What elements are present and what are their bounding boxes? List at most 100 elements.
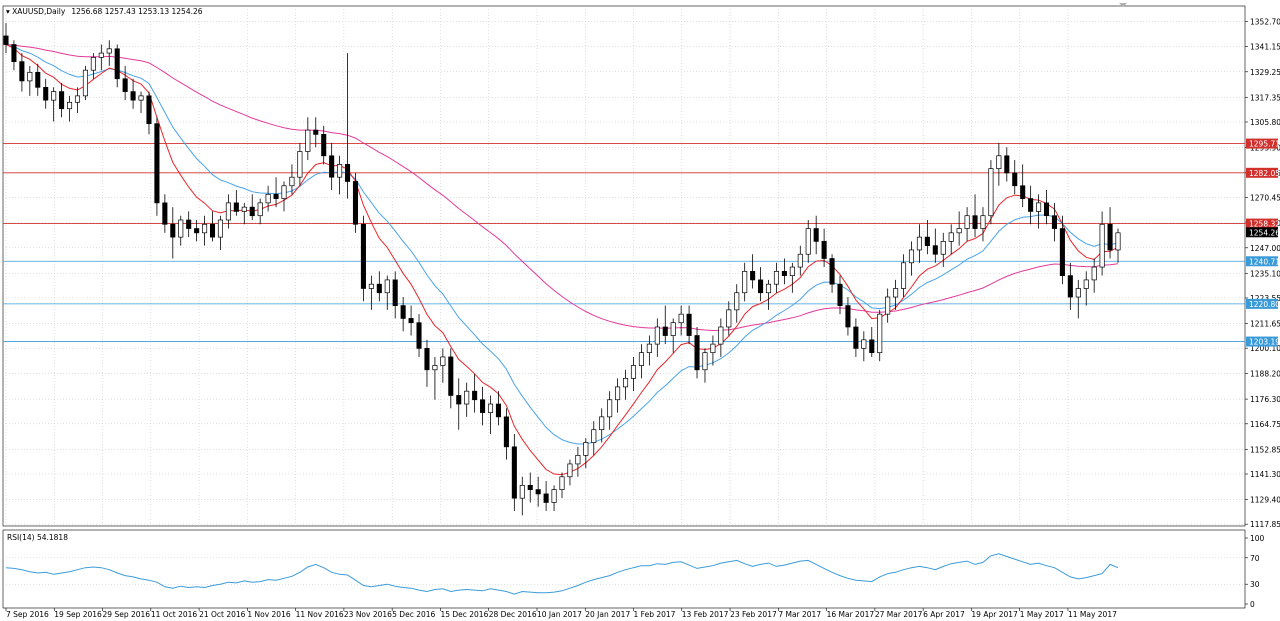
price-pane[interactable] (2, 5, 1246, 527)
scroll-marker-icon[interactable] (1119, 3, 1127, 7)
bull-candle (1091, 266, 1097, 281)
bull-candle (225, 202, 231, 221)
resistance-price-tag (1246, 218, 1278, 229)
bull-candle (1115, 232, 1121, 251)
bull-candle (789, 266, 795, 276)
price-tick-label: 1352.70 (1250, 18, 1280, 27)
time-tick-label: 23 Feb 2017 (730, 610, 777, 619)
bear-candle (416, 322, 422, 349)
bear-candle (114, 48, 120, 80)
bear-candle (686, 313, 692, 336)
bear-candle (472, 390, 478, 401)
bull-candle (464, 390, 470, 405)
bear-candle (869, 339, 875, 354)
time-axis: 7 Sep 2016 19 Sep 2016 29 Sep 2016 11 Oct 2… (5, 608, 1117, 619)
rsi-tick-label: 30 (1250, 580, 1260, 589)
rsi-line (5, 553, 1119, 595)
bear-candle (821, 241, 827, 259)
current-price-label: 1254.26 (1249, 228, 1280, 237)
time-tick-label: 13 Feb 2017 (682, 610, 729, 619)
bear-candle (19, 61, 25, 82)
bull-candle (559, 476, 565, 490)
bear-candle (400, 305, 406, 319)
bull-candle (797, 253, 803, 268)
bull-candle (297, 151, 303, 178)
time-tick-label: 10 Jan 2017 (537, 610, 582, 619)
rsi-axis: 100 70 30 0 (1245, 534, 1265, 609)
bull-candle (805, 228, 811, 255)
time-tick-label: 1 May 2017 (1020, 610, 1064, 619)
bear-candle (424, 348, 430, 371)
bull-candle (1099, 223, 1105, 268)
price-tick-label: 1329.25 (1250, 68, 1280, 77)
bull-candle (948, 232, 954, 242)
rsi-tick-label: 100 (1250, 534, 1265, 543)
symbol-label: XAUUSD,Daily (12, 7, 66, 16)
time-tick-label: 29 Sep 2016 (103, 610, 151, 619)
bear-candle (154, 123, 160, 204)
collapse-arrow-icon[interactable]: ▾ (6, 7, 12, 16)
price-tick-label: 1164.75 (1250, 420, 1280, 429)
price-tag-label: 1220.80 (1249, 300, 1280, 309)
bear-candle (813, 228, 819, 242)
rsi-pane[interactable] (2, 529, 1246, 609)
bear-candle (273, 193, 279, 199)
bear-candle (408, 318, 414, 324)
bull-candle (885, 296, 891, 315)
bull-candle (575, 455, 581, 465)
bull-candle (1075, 288, 1081, 298)
bear-candle (360, 223, 366, 289)
time-tick-label: 16 Mar 2017 (827, 610, 875, 619)
bull-candle (487, 403, 494, 413)
bear-candle (321, 134, 327, 157)
ma-mid-line (5, 44, 1119, 445)
bear-candle (511, 446, 517, 499)
bull-candle (607, 399, 613, 418)
price-tag-label: 1258.32 (1249, 220, 1280, 229)
bear-candle (527, 484, 533, 490)
time-tick-label: 5 Dec 2016 (392, 610, 435, 619)
price-tag-label: 1282.05 (1249, 169, 1280, 178)
bear-candle (694, 335, 700, 371)
bull-candle (583, 442, 589, 456)
bull-candle (1036, 202, 1042, 212)
support-price-tag (1246, 256, 1278, 267)
bull-candle (996, 155, 1002, 169)
price-tick-label: 1129.40 (1250, 495, 1280, 504)
bear-candle (1051, 215, 1057, 229)
bull-candle (956, 228, 962, 234)
support-price-tag (1246, 298, 1278, 309)
bull-candle (988, 168, 994, 217)
time-tick-label: 11 Nov 2016 (296, 610, 344, 619)
bear-candle (662, 326, 668, 336)
time-tick-label: 19 Apr 2017 (971, 610, 1018, 619)
bear-candle (1067, 275, 1073, 298)
ma-slow-line (5, 44, 1119, 332)
bear-candle (448, 356, 454, 396)
bull-candle (74, 95, 81, 103)
price-tick-label: 1270.45 (1250, 194, 1280, 203)
bull-candle (591, 429, 597, 443)
bull-candle (654, 326, 660, 345)
bear-candle (495, 403, 501, 418)
resistance-price-tag (1246, 138, 1278, 149)
time-tick-label: 21 Oct 2016 (199, 610, 246, 619)
price-tick-label: 1247.00 (1250, 244, 1280, 253)
rsi-header: RSI(14) 54.1818 (7, 533, 68, 542)
price-tick-label: 1188.20 (1250, 370, 1280, 379)
bear-candle (853, 326, 859, 349)
bear-candle (1004, 155, 1010, 174)
price-tick-label: 1152.85 (1250, 445, 1280, 454)
bull-candle (567, 463, 573, 478)
bull-candle (630, 365, 637, 379)
bull-candle (217, 219, 223, 238)
bull-candle (281, 185, 287, 199)
bull-candle (202, 223, 208, 234)
bull-candle (623, 377, 629, 388)
price-tag-label: 1240.71 (1249, 257, 1280, 266)
bear-candle (392, 279, 398, 306)
bull-candle (877, 313, 883, 354)
time-tick-label: 11 Oct 2016 (151, 610, 198, 619)
bull-candle (1083, 279, 1089, 289)
